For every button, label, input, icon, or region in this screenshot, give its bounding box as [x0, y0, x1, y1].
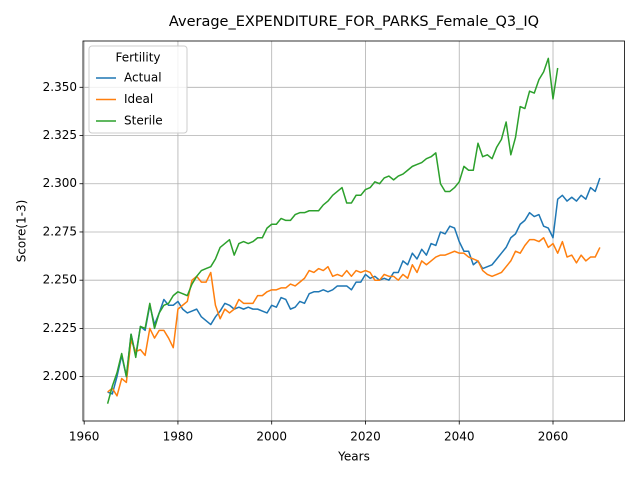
chart-title: Average_EXPENDITURE_FOR_PARKS_Female_Q3_…: [169, 14, 539, 30]
x-axis-label: Years: [337, 450, 370, 464]
x-tick-label: 2060: [538, 430, 569, 444]
y-tick-label: 2.200: [43, 369, 77, 383]
legend: Fertility Actual Ideal Sterile: [88, 45, 188, 134]
legend-box: [88, 45, 188, 134]
y-tick-label: 2.300: [43, 176, 77, 190]
y-tick-label: 2.275: [43, 224, 77, 238]
legend-title: Fertility: [115, 51, 160, 65]
y-tick-label: 2.325: [43, 128, 77, 142]
x-tick-label: 2040: [444, 430, 475, 444]
x-tick-label: 2000: [256, 430, 287, 444]
x-tick-label: 1980: [163, 430, 194, 444]
series-line: [106, 57, 559, 404]
y-tick-label: 2.225: [43, 321, 77, 335]
legend-label: Ideal: [124, 92, 153, 106]
y-tick-label: 2.250: [43, 273, 77, 287]
x-tick-label: 1960: [69, 430, 100, 444]
legend-label: Sterile: [124, 114, 163, 128]
y-tick-label: 2.350: [43, 80, 77, 94]
legend-label: Actual: [124, 71, 162, 85]
series-line: [107, 237, 601, 397]
series-line: [107, 177, 601, 395]
plot-frame: [82, 40, 625, 422]
y-axis-label: Score(1-3): [15, 200, 29, 263]
x-tick-label: 2020: [350, 430, 381, 444]
